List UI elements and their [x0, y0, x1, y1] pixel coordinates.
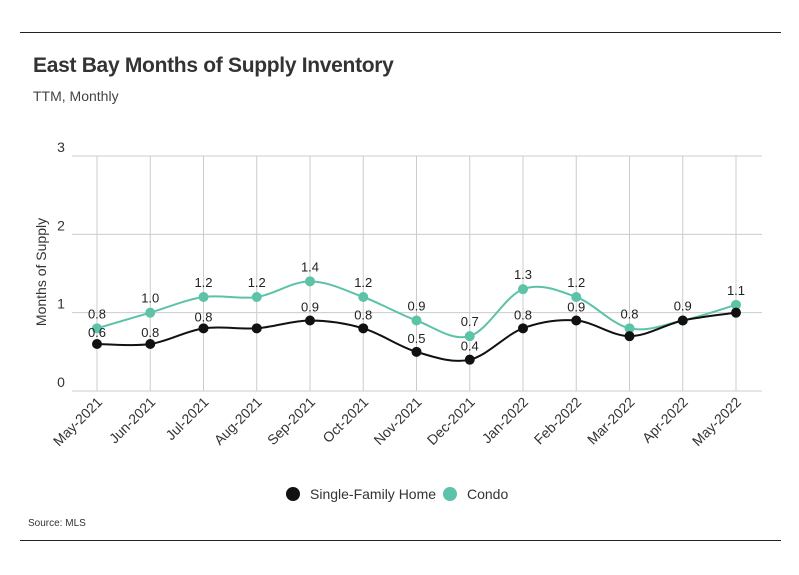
legend-marker-condo	[443, 487, 457, 501]
condo-point	[358, 292, 369, 302]
x-tick-label: Oct-2021	[319, 394, 371, 446]
x-tick-label: May-2021	[50, 394, 105, 449]
condo-data-label: 0.8	[620, 306, 638, 321]
condo-data-label: 0.9	[407, 299, 425, 314]
sfh-data-label: 0.8	[194, 309, 212, 324]
condo-point	[624, 323, 635, 334]
sfh-point	[518, 323, 528, 334]
sfh-point	[571, 315, 582, 326]
condo-point	[571, 292, 582, 302]
legend-label-condo: Condo	[467, 486, 508, 502]
bottom-rule	[20, 540, 781, 541]
sfh-point	[677, 315, 688, 326]
condo-data-label: 0.7	[461, 314, 479, 329]
condo-data-label: 1.0	[141, 291, 159, 306]
y-tick-label: 2	[57, 217, 65, 233]
sfh-point	[731, 307, 741, 318]
x-axis: May-2021 Jun-2021 Jul-2021 Aug-2021 Sep-2021…	[50, 394, 744, 449]
x-tick-label: Apr-2022	[639, 394, 691, 446]
condo-point	[464, 331, 475, 342]
condo-data-label: 1.1	[727, 283, 745, 298]
sfh-data-label: 0.8	[141, 325, 159, 340]
condo-data-label: 0.9	[674, 299, 692, 314]
sfh-point	[358, 323, 369, 334]
x-tick-label: May-2022	[689, 394, 744, 449]
sfh-point	[305, 315, 315, 326]
condo-data-label: 0.8	[88, 306, 106, 321]
condo-point	[305, 276, 315, 287]
condo-point	[731, 299, 741, 310]
chart-title: East Bay Months of Supply Inventory	[33, 54, 394, 77]
grid-lines	[72, 155, 762, 392]
sfh-point	[145, 339, 156, 349]
x-tick-label: Sep-2021	[264, 394, 318, 448]
condo-point	[411, 315, 422, 326]
legend-label-single-family-home: Single-Family Home	[310, 486, 436, 502]
x-tick-label: Dec-2021	[424, 394, 478, 448]
legend: Single-Family Home Condo	[286, 486, 508, 502]
sfh-point	[464, 354, 475, 365]
y-axis-label: Months of Supply	[33, 218, 49, 326]
sfh-point	[411, 346, 422, 357]
condo-point	[92, 323, 102, 334]
legend-marker-single-family-home	[286, 487, 300, 501]
x-tick-label: Feb-2022	[531, 394, 585, 448]
sfh-data-label: 0.6	[88, 325, 106, 340]
sfh-point	[251, 323, 262, 334]
condo-point	[251, 292, 262, 302]
condo-point	[198, 292, 209, 302]
x-tick-label: Mar-2022	[584, 394, 638, 448]
y-axis: 0 1 2 3	[57, 139, 65, 390]
x-tick-label: Jun-2021	[106, 394, 159, 447]
sfh-point	[198, 323, 209, 334]
sfh-data-label: 0.8	[514, 307, 532, 322]
source-note: Source: MLS	[28, 518, 86, 529]
condo-data-label: 1.3	[514, 267, 532, 282]
y-tick-label: 3	[57, 139, 65, 155]
sfh-data-label: 0.8	[354, 307, 372, 322]
condo-point	[518, 284, 528, 295]
series-single-family-home: 0.9 0.8 0.5 0.4 0.8 0.9 0.6 0.8 0.8	[88, 300, 741, 365]
sfh-data-label: 0.5	[407, 331, 425, 346]
series-condo: 0.8 1.0 1.2 1.2 1.4 1.2 0.9 0.7 1.3 1.2 0.8 0.9 1.1	[88, 259, 745, 342]
y-tick-label: 1	[57, 296, 65, 312]
sfh-point	[92, 339, 102, 349]
sfh-data-label: 0.4	[461, 339, 479, 354]
x-tick-label: Jul-2021	[162, 394, 211, 443]
sfh-data-label: 0.9	[567, 300, 585, 315]
top-rule	[20, 32, 781, 33]
sfh-data-label: 0.9	[301, 300, 319, 315]
x-tick-label: Jan-2022	[479, 394, 532, 447]
x-tick-label: Aug-2021	[211, 394, 265, 448]
condo-data-label: 1.2	[567, 275, 585, 290]
condo-data-label: 1.2	[354, 275, 372, 290]
chart-subtitle: TTM, Monthly	[33, 88, 119, 104]
condo-point	[145, 307, 156, 318]
condo-data-label: 1.2	[194, 275, 212, 290]
sfh-point	[624, 331, 635, 342]
y-tick-label: 0	[57, 374, 65, 390]
x-tick-label: Nov-2021	[370, 394, 424, 448]
condo-data-label: 1.2	[248, 275, 266, 290]
condo-data-label: 1.4	[301, 259, 319, 274]
